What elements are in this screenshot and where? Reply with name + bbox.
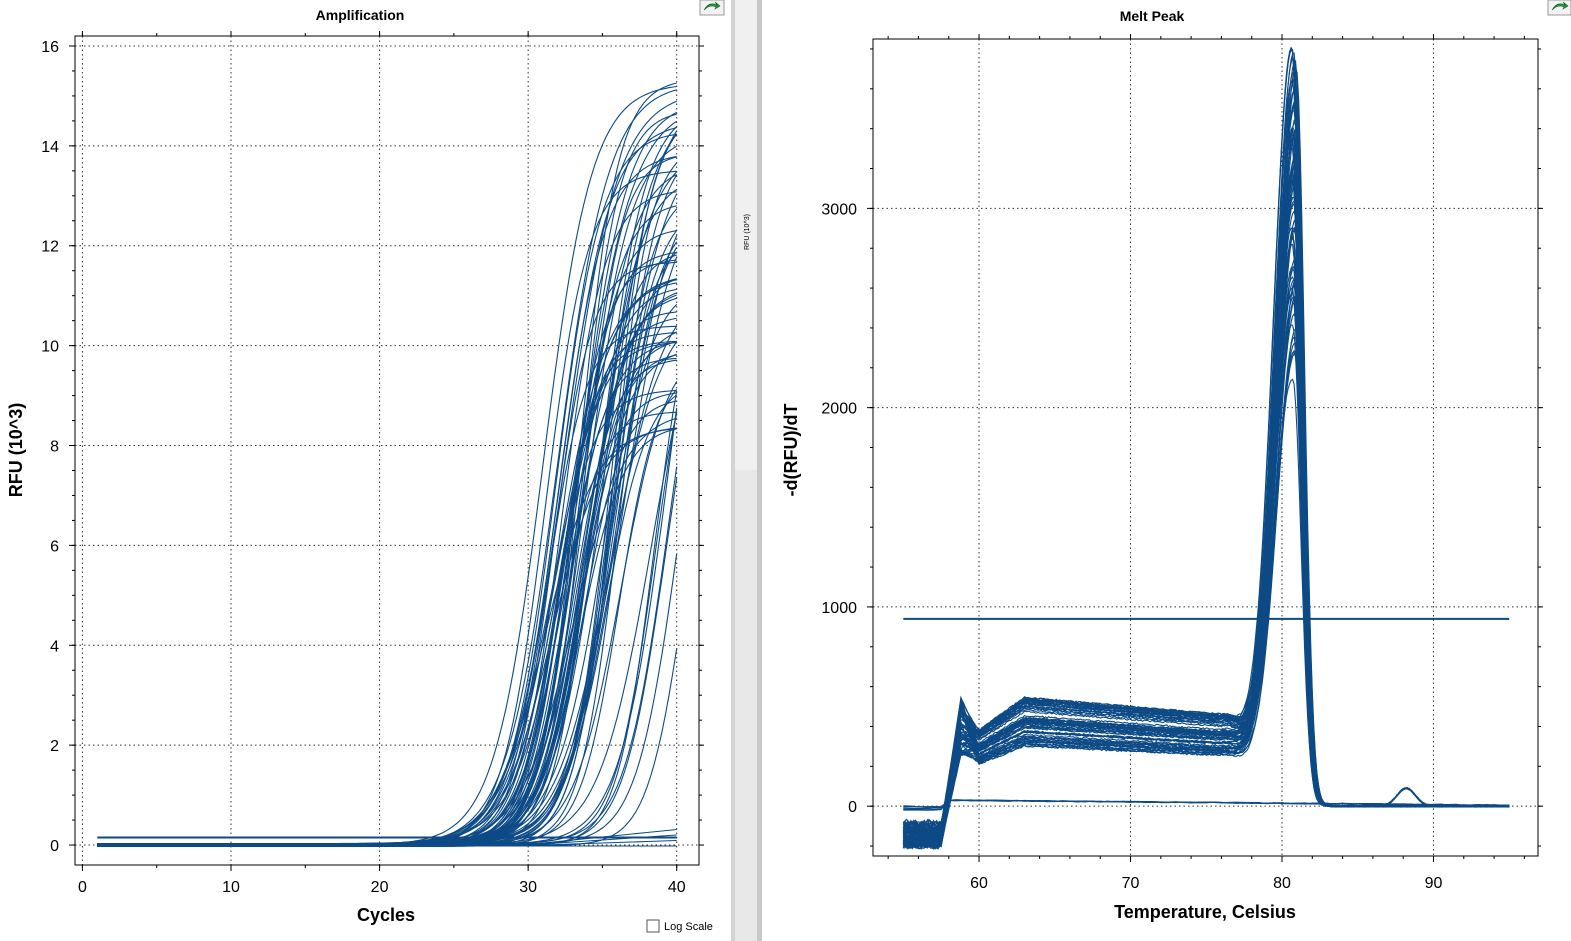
y-tick-label: 16 <box>41 39 59 56</box>
amplification-curve <box>97 331 677 845</box>
y-tick-label: 8 <box>50 439 59 456</box>
melt-peak-curve <box>902 336 1510 837</box>
x-tick-label: 20 <box>371 879 389 896</box>
amplification-title: Amplification <box>316 7 405 23</box>
log-scale-label: Log Scale <box>664 921 713 933</box>
melt-peak-x-tick-labels: 60 70 80 90 <box>970 875 1442 892</box>
amplification-export-icon[interactable] <box>699 0 725 16</box>
melt-peak-plot-frame <box>872 38 1539 857</box>
melt-peak-curve <box>902 267 1510 850</box>
amplification-curve <box>97 282 677 848</box>
melt-peak-curve <box>902 378 1510 848</box>
y-tick-label: 12 <box>41 239 59 256</box>
y-tick-label: 6 <box>50 538 59 555</box>
y-tick-label: 0 <box>50 838 59 855</box>
x-tick-label: 40 <box>668 879 686 896</box>
amplification-curve <box>97 407 678 846</box>
amplification-curve <box>97 278 677 846</box>
melt-peak-chart: Melt Peak 60 70 80 90 0 1000 2000 3000 Tempera… <box>781 0 1571 922</box>
y-tick-label: 1000 <box>821 600 857 617</box>
melt-peak-curve <box>902 281 1510 848</box>
melt-peak-negative-curve <box>903 799 1510 808</box>
y-tick-label: 0 <box>848 799 857 816</box>
amplification-y-axis-title: RFU (10^3) <box>6 403 26 498</box>
amplification-y-tick-labels: 0 2 4 6 8 10 12 14 16 <box>41 39 59 855</box>
melt-peak-export-icon[interactable] <box>1547 0 1571 16</box>
amplification-curve <box>97 553 678 845</box>
melt-peak-curve <box>902 352 1510 833</box>
y-tick-label: 2000 <box>821 401 857 418</box>
panel-divider[interactable]: RFU (10^3) <box>731 0 762 941</box>
amplification-curve <box>97 279 677 845</box>
melt-peak-curve <box>902 287 1510 848</box>
melt-peak-curve <box>902 296 1510 833</box>
amplification-negative-curve <box>97 828 677 846</box>
divider-y-axis-label: RFU (10^3) <box>744 214 751 250</box>
melt-peak-x-axis-title: Temperature, Celsius <box>1114 902 1296 922</box>
amplification-curve <box>97 381 678 846</box>
melt-peak-y-tick-labels: 0 1000 2000 3000 <box>821 201 857 816</box>
x-tick-label: 80 <box>1273 875 1291 892</box>
melt-peak-curve <box>902 236 1510 836</box>
amplification-curve <box>97 288 677 845</box>
melt-peak-curve <box>903 277 1510 849</box>
melt-peak-curve <box>902 177 1510 840</box>
y-tick-label: 10 <box>41 339 59 356</box>
x-tick-label: 30 <box>519 879 537 896</box>
melt-peak-curve <box>902 52 1510 847</box>
amplification-chart: Amplification 0 10 20 30 40 0 2 4 6 8 10 12 14 16 Cy… <box>6 0 725 933</box>
amplification-x-axis-title: Cycles <box>357 905 415 925</box>
x-tick-label: 0 <box>78 879 87 896</box>
amplification-curve <box>97 205 677 845</box>
amplification-curves <box>97 82 678 848</box>
melt-peak-curve <box>903 324 1510 847</box>
y-tick-label: 14 <box>41 139 59 156</box>
melt-peak-y-axis-title: -d(RFU)/dT <box>781 404 801 497</box>
amplification-plot-frame <box>74 35 700 866</box>
y-tick-label: 4 <box>50 638 59 655</box>
log-scale-checkbox-box[interactable] <box>646 919 660 933</box>
x-tick-label: 90 <box>1425 875 1443 892</box>
amplification-x-tick-labels: 0 10 20 30 40 <box>78 879 686 896</box>
melt-peak-title: Melt Peak <box>1120 8 1185 24</box>
x-tick-label: 70 <box>1122 875 1140 892</box>
x-tick-label: 60 <box>970 875 988 892</box>
y-tick-label: 3000 <box>821 201 857 218</box>
melt-peak-curve <box>903 298 1510 850</box>
x-tick-label: 10 <box>222 879 240 896</box>
melt-peak-curve <box>902 351 1510 844</box>
melt-peak-curves <box>902 46 1510 851</box>
amplification-curve <box>97 100 677 847</box>
y-tick-label: 2 <box>50 738 59 755</box>
melt-peak-curve <box>902 295 1510 848</box>
melt-peak-curve <box>902 312 1510 844</box>
log-scale-checkbox[interactable]: Log Scale <box>646 919 713 933</box>
amplification-curve <box>97 278 677 845</box>
